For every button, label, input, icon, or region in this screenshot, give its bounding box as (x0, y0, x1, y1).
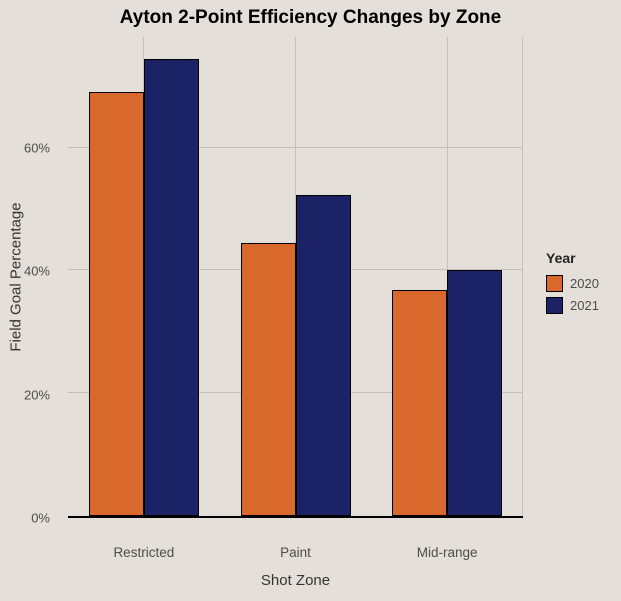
legend: Year 2020 2021 (546, 250, 599, 319)
y-tick-label-20: 20% (23, 387, 50, 403)
bar-group-mid-range (371, 37, 523, 516)
y-tick-labels: 0% 20% 40% 60% (0, 37, 58, 526)
x-tick-labels: Restricted Paint Mid-range (68, 545, 523, 560)
legend-title: Year (546, 250, 576, 266)
bar-mid-range-2021 (447, 270, 503, 516)
bar-paint-2020 (240, 242, 296, 516)
legend-label-2020: 2020 (570, 276, 599, 291)
legend-item-2021: 2021 (546, 297, 599, 314)
bar-restricted-2020 (88, 92, 144, 516)
legend-label-2021: 2021 (570, 298, 599, 313)
y-tick-label-40: 40% (23, 263, 50, 279)
bar-group-paint (220, 37, 372, 516)
panel-right-gridline (522, 37, 523, 516)
legend-swatch-2021 (546, 297, 563, 314)
plot-area (68, 37, 523, 518)
bar-group-restricted (68, 37, 220, 516)
x-tick-label-restricted: Restricted (113, 545, 175, 560)
bar-restricted-2021 (143, 58, 199, 516)
chart-title: Ayton 2-Point Efficiency Changes by Zone (119, 7, 502, 28)
x-axis-title: Shot Zone (260, 572, 331, 589)
legend-items: 2020 2021 (546, 275, 599, 314)
legend-item-2020: 2020 (546, 275, 599, 292)
y-tick-label-0: 0% (31, 510, 50, 526)
legend-swatch-2020 (546, 275, 563, 292)
x-tick-label-mid-range: Mid-range (416, 545, 478, 560)
bar-paint-2021 (295, 194, 351, 516)
bar-mid-range-2020 (392, 290, 448, 516)
x-tick-label-paint: Paint (280, 545, 311, 560)
y-tick-label-60: 60% (23, 140, 50, 156)
